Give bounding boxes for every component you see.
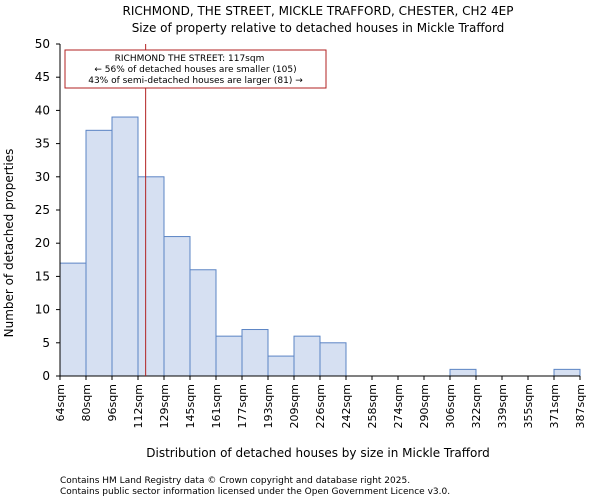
- annotation-line-2: ← 56% of detached houses are smaller (10…: [94, 65, 296, 75]
- y-tick-label: 40: [35, 103, 50, 117]
- x-tick-label: 339sqm: [496, 384, 509, 428]
- x-tick-label: 177sqm: [236, 384, 249, 428]
- x-tick-label: 258sqm: [366, 384, 379, 428]
- bar-145sqm: [189, 269, 217, 377]
- y-axis-label: Number of detached properties: [2, 149, 16, 338]
- bar-209sqm: [293, 335, 321, 377]
- bar-112sqm: [137, 176, 165, 377]
- x-tick-label: 145sqm: [184, 384, 197, 428]
- x-tick-label: 129sqm: [158, 384, 171, 428]
- bar-161sqm: [215, 335, 243, 377]
- y-tick-label: 0: [42, 369, 50, 383]
- chart-title: RICHMOND, THE STREET, MICKLE TRAFFORD, C…: [123, 4, 514, 18]
- y-tick-label: 5: [42, 336, 50, 350]
- y-tick-label: 25: [35, 203, 50, 217]
- x-tick-label: 322sqm: [470, 384, 483, 428]
- x-tick-label: 274sqm: [392, 384, 405, 428]
- bar-177sqm: [241, 329, 269, 377]
- bars: [59, 116, 581, 377]
- x-tick-label: 80sqm: [80, 384, 93, 421]
- x-axis-label: Distribution of detached houses by size …: [146, 446, 489, 460]
- x-tick-label: 371sqm: [548, 384, 561, 428]
- y-tick-label: 35: [35, 137, 50, 151]
- x-tick-label: 209sqm: [288, 384, 301, 428]
- annotation-box: [64, 49, 327, 89]
- y-tick-label: 45: [35, 70, 50, 84]
- bar-80sqm: [85, 129, 113, 377]
- bar-129sqm: [163, 236, 191, 377]
- x-tick-label: 161sqm: [210, 384, 223, 428]
- annotation-line-3: 43% of semi-detached houses are larger (…: [88, 76, 303, 86]
- bar-371sqm: [553, 368, 581, 377]
- x-tick-label: 355sqm: [522, 384, 535, 428]
- footer-line-1: Contains HM Land Registry data © Crown c…: [60, 476, 410, 486]
- bar-96sqm: [111, 116, 139, 377]
- x-tick-label: 226sqm: [314, 384, 327, 428]
- bar-306sqm: [449, 368, 477, 377]
- chart-subtitle: Size of property relative to detached ho…: [132, 21, 505, 35]
- y-ticks: 0 5 10 15 20 25 30 35 40 45 50: [35, 37, 60, 383]
- bar-226sqm: [319, 342, 347, 377]
- x-tick-label: 387sqm: [574, 384, 587, 428]
- x-tick-label: 306sqm: [444, 384, 457, 428]
- x-tick-label: 193sqm: [262, 384, 275, 428]
- footer-line-2: Contains public sector information licen…: [60, 487, 450, 497]
- bar-64sqm: [59, 262, 87, 377]
- y-tick-label: 30: [35, 170, 50, 184]
- x-tick-label: 112sqm: [132, 384, 145, 428]
- x-tick-label: 96sqm: [106, 384, 119, 421]
- x-tick-label: 242sqm: [340, 384, 353, 428]
- y-tick-label: 10: [35, 303, 50, 317]
- y-tick-label: 50: [35, 37, 50, 51]
- x-tick-label: 290sqm: [418, 384, 431, 428]
- x-tick-label: 64sqm: [54, 384, 67, 421]
- y-tick-label: 20: [35, 236, 50, 250]
- y-tick-label: 15: [35, 269, 50, 283]
- bar-193sqm: [267, 355, 295, 377]
- annotation-line-1: RICHMOND THE STREET: 117sqm: [115, 54, 265, 64]
- x-ticks: 64sqm 80sqm 96sqm 112sqm 129sqm 145sqm 161sqm 1…: [54, 376, 587, 428]
